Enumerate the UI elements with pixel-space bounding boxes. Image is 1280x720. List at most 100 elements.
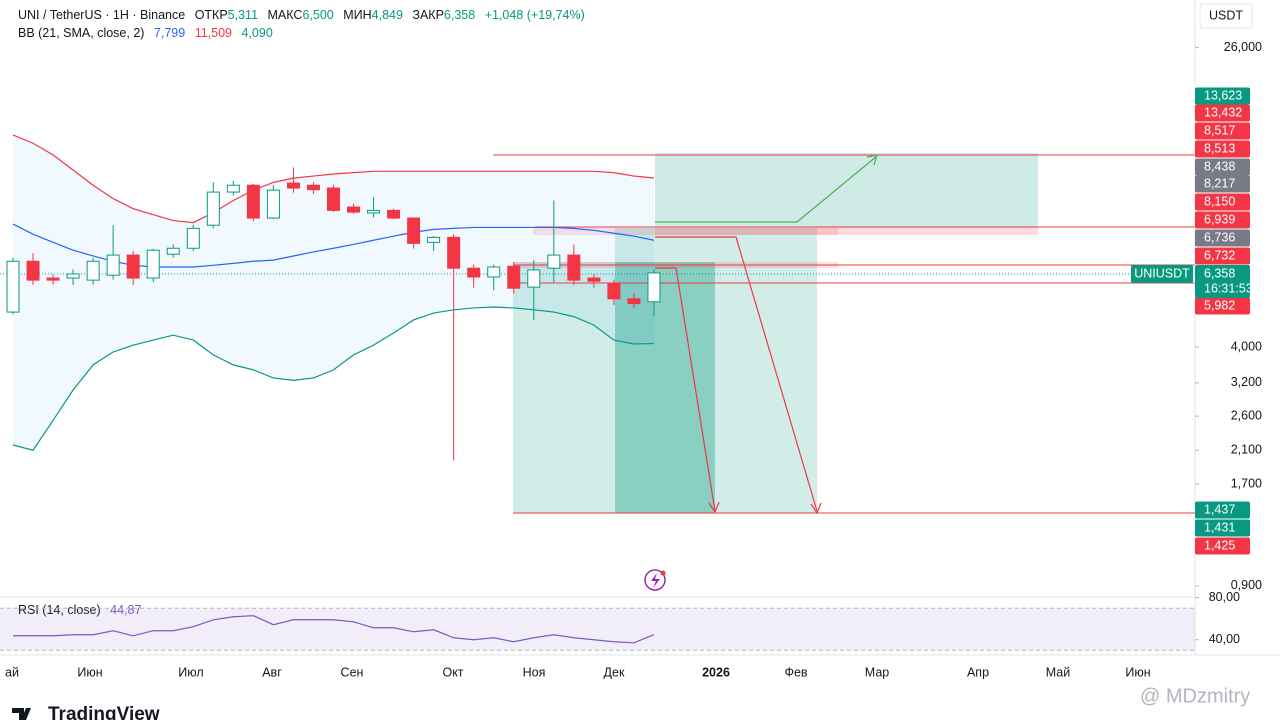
currency-box[interactable]	[1199, 3, 1253, 29]
watermark-text: @ MDzmitry	[1140, 685, 1250, 707]
price-tag-label: 6,939	[1204, 212, 1235, 226]
price-tag	[1195, 175, 1250, 193]
band-line	[12, 306, 654, 451]
rsi-band	[0, 608, 1195, 651]
brand-logo	[12, 708, 31, 720]
indicator-legend: BB (21, SMA, close, 2) 7,799 11,509 4,09…	[18, 26, 273, 40]
notification-dot	[660, 570, 666, 576]
price-tag	[1195, 193, 1250, 211]
candle-body	[647, 272, 661, 303]
candle-body	[26, 260, 40, 281]
x-tick-label: Апр	[967, 665, 989, 679]
candle-body	[266, 189, 280, 219]
candle-body	[286, 182, 300, 189]
price-tag	[1195, 122, 1250, 140]
label: МИН	[343, 8, 371, 22]
x-tick-label: Мар	[865, 665, 890, 679]
price-tag-label: 8,438	[1204, 159, 1235, 173]
y-tick-label: 3,200	[1231, 375, 1262, 389]
price-tag-label: 13,623	[1204, 88, 1242, 102]
arrowhead	[866, 154, 878, 166]
candle-body	[447, 236, 461, 269]
candle-body	[387, 209, 401, 219]
price-tag-label: 5,982	[1204, 298, 1235, 312]
value: 11,509	[195, 26, 232, 40]
value: 4,849	[372, 8, 403, 22]
candle-body	[146, 249, 160, 279]
candle-body	[206, 191, 220, 226]
price-tag	[1195, 104, 1250, 122]
arrow	[655, 155, 878, 223]
candle-body	[467, 267, 481, 278]
y-tick-label: 2,600	[1231, 408, 1262, 422]
label: ОТКР	[195, 8, 228, 22]
x-tick-label: Фев	[784, 665, 807, 679]
candle-body	[507, 265, 521, 289]
price-tag	[1195, 211, 1250, 229]
price-tag-label: 1,425	[1204, 538, 1235, 552]
x-tick-label: Дек	[604, 665, 625, 679]
candle-body	[587, 277, 601, 282]
x-tick-label: 2026	[702, 665, 730, 679]
lightning-icon[interactable]	[644, 569, 666, 591]
watermark: @ MDzmitry	[1140, 685, 1250, 707]
candle-body	[126, 254, 140, 279]
last-price-tag	[1195, 265, 1250, 298]
candle-body	[427, 236, 441, 243]
candle-body	[106, 254, 120, 276]
drawings	[0, 153, 1195, 515]
candle-body	[306, 184, 320, 191]
candle-body	[166, 247, 180, 255]
candle-body	[326, 187, 340, 211]
price-tag	[1195, 229, 1250, 247]
rsi-tick-label: 40,00	[1209, 632, 1240, 646]
arrow	[655, 236, 818, 512]
x-tick-label: Ноя	[523, 665, 546, 679]
legend-header: UNI / TetherUS · 1H · Binance ОТКР5,311 …	[18, 8, 585, 22]
label: МАКС	[268, 8, 303, 22]
symbol: UNI / TetherUS · 1H · Binance	[18, 8, 185, 22]
arrowhead	[708, 501, 720, 514]
y-tick-label: 1,700	[1231, 476, 1262, 490]
price-tag-label: 13,432	[1204, 105, 1242, 119]
rsi-tick-label: 80,00	[1209, 590, 1240, 604]
indicator-name: RSI (14, close)	[18, 603, 101, 617]
lightning-bolt	[651, 573, 660, 588]
y-tick-label: 0,900	[1231, 578, 1262, 592]
candle-body	[46, 277, 60, 281]
value: 44,87	[110, 603, 141, 617]
y-tick-label: 26,000	[1224, 40, 1262, 54]
candle-body	[186, 227, 200, 249]
price-tag-label: 6,736	[1204, 230, 1235, 244]
candle-body	[6, 260, 20, 313]
brand: TradingView	[12, 704, 160, 720]
candle-body	[547, 254, 561, 269]
brand-name: TradingView	[48, 704, 160, 720]
long-position-profit	[655, 153, 1038, 228]
candle-body	[407, 217, 421, 244]
price-tag-label: 1,431	[1204, 520, 1235, 534]
value: 4,090	[241, 26, 272, 40]
candle-body	[527, 269, 541, 288]
long-position-loss	[655, 228, 1038, 235]
price-tag-label: 1,437	[1204, 502, 1235, 516]
indicator-name: BB (21, SMA, close, 2)	[18, 26, 144, 40]
x-tick-label: Июн	[1125, 665, 1150, 679]
candle-body	[347, 206, 361, 213]
price-tag-label: 8,513	[1204, 141, 1235, 155]
price-tag-label: 8,150	[1204, 194, 1235, 208]
x-tick-label: Май	[1046, 665, 1071, 679]
last-price-label: 6,358	[1204, 266, 1235, 280]
short-position-loss	[533, 228, 838, 235]
value: 6,500	[302, 8, 333, 22]
price-tag	[1195, 297, 1250, 315]
candle-body	[567, 254, 581, 281]
arrowhead	[810, 502, 822, 515]
band-line	[12, 134, 655, 224]
price-tag	[1195, 501, 1250, 519]
price-tag-label: 8,517	[1204, 123, 1235, 137]
y-tick-label: 4,000	[1231, 339, 1262, 353]
x-tick-label: Июл	[178, 665, 203, 679]
price-tag	[1195, 519, 1250, 537]
